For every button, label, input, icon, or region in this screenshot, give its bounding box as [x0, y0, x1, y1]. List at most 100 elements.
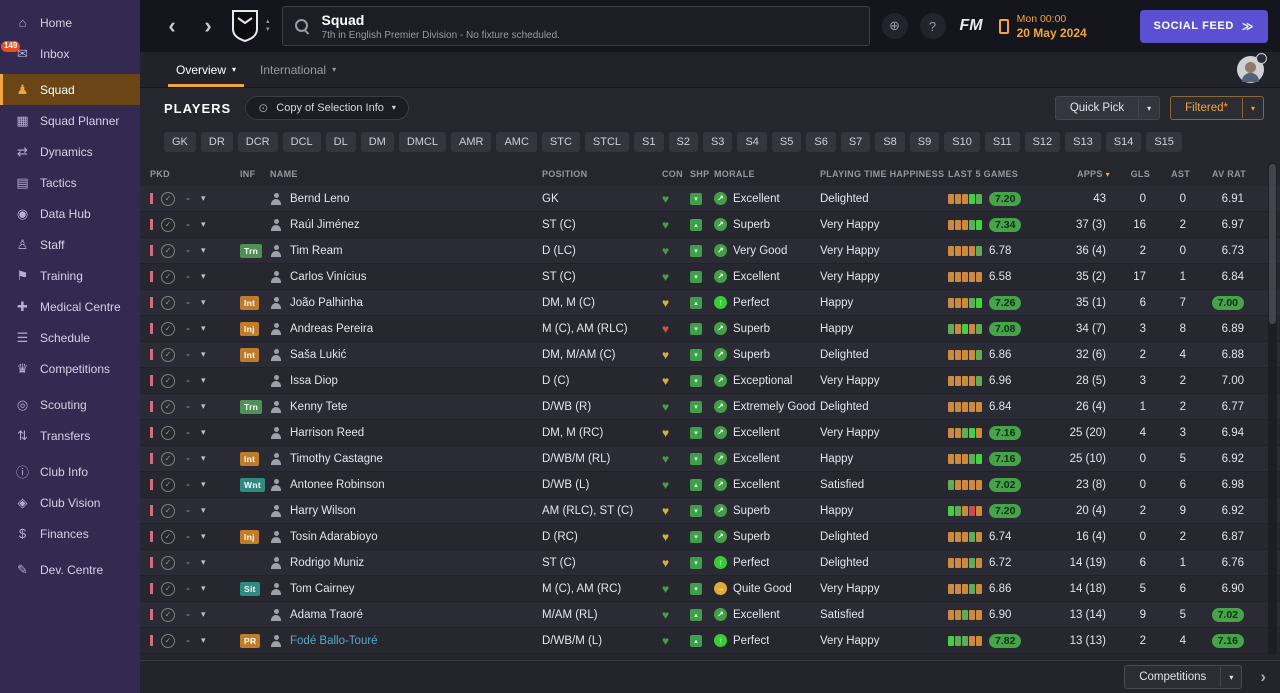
row-dropdown-icon[interactable]: ▾ — [201, 505, 206, 515]
row-dropdown-icon[interactable]: ▾ — [201, 609, 206, 619]
row-dropdown-icon[interactable]: ▾ — [201, 271, 206, 281]
table-row[interactable]: ✓ - ▾ Harry Wilson AM (RLC), ST (C) ♥ ▾ ↗ Superb… — [140, 498, 1280, 524]
sidebar-item-scouting[interactable]: ◎ Scouting — [0, 389, 140, 420]
table-row[interactable]: ✓ - ▾ Adama Traoré M/AM (RL) ♥ ▴ ↗ Excellent Sati… — [140, 602, 1280, 628]
position-filter-s14[interactable]: S14 — [1105, 132, 1142, 152]
view-selector[interactable]: ⊙ Copy of Selection Info ▾ — [245, 96, 409, 120]
table-row[interactable]: ✓ - ▾ Raúl Jiménez ST (C) ♥ ▴ ↗ Superb Very Happy… — [140, 212, 1280, 238]
sidebar-item-squad[interactable]: ♟ Squad — [0, 74, 140, 105]
picked-check-icon[interactable]: ✓ — [161, 607, 175, 622]
picked-check-icon[interactable]: ✓ — [161, 191, 175, 206]
picked-check-icon[interactable]: ✓ — [161, 529, 175, 544]
picked-check-icon[interactable]: ✓ — [161, 503, 175, 518]
table-scrollbar[interactable] — [1268, 162, 1277, 654]
position-filter-s15[interactable]: S15 — [1146, 132, 1182, 152]
picked-check-icon[interactable]: ✓ — [161, 295, 175, 310]
sidebar-item-staff[interactable]: ♙ Staff — [0, 229, 140, 260]
position-filter-s11[interactable]: S11 — [984, 132, 1020, 152]
position-filter-dr[interactable]: DR — [200, 132, 233, 152]
help-icon[interactable]: ? — [919, 13, 946, 39]
table-row[interactable]: ✓ - ▾ Issa Diop D (C) ♥ ▾ ↗ Exceptional Very Happ… — [140, 368, 1280, 394]
picked-check-icon[interactable]: ✓ — [161, 477, 175, 492]
table-row[interactable]: ✓ - ▾ Sit Tom Cairney M (C), AM (RC) ♥ ▾ → Quite … — [140, 576, 1280, 602]
sidebar-item-tactics[interactable]: ▤ Tactics — [0, 167, 140, 198]
info-badge-inj[interactable]: Inj — [240, 529, 259, 544]
info-badge-sit[interactable]: Sit — [240, 581, 260, 596]
chevron-down-icon[interactable]: ▾ — [1241, 98, 1263, 118]
column-header-shp[interactable]: SHP — [690, 169, 710, 179]
sidebar-item-finances[interactable]: $ Finances — [0, 518, 140, 549]
info-badge-int[interactable]: Int — [240, 347, 260, 362]
sidebar-item-dynamics[interactable]: ⇄ Dynamics — [0, 136, 140, 167]
row-dropdown-icon[interactable]: ▾ — [201, 635, 206, 645]
sidebar-item-home[interactable]: ⌂ Home — [0, 7, 140, 38]
sidebar-item-transfers[interactable]: ⇅ Transfers — [0, 420, 140, 451]
column-header-name[interactable]: NAME — [270, 169, 298, 179]
position-filter-dcl[interactable]: DCL — [282, 132, 321, 152]
position-filter-amr[interactable]: AMR — [451, 132, 492, 152]
sidebar-item-data-hub[interactable]: ◉ Data Hub — [0, 198, 140, 229]
quick-pick-button[interactable]: Quick Pick ▾ — [1054, 96, 1161, 120]
position-filter-amc[interactable]: AMC — [496, 132, 537, 152]
position-filter-s1[interactable]: S1 — [634, 132, 664, 152]
next-arrow-icon[interactable]: › — [1260, 667, 1266, 686]
picked-check-icon[interactable]: ✓ — [161, 321, 175, 336]
picked-check-icon[interactable]: ✓ — [161, 451, 175, 466]
row-dropdown-icon[interactable]: ▾ — [201, 375, 206, 385]
row-dropdown-icon[interactable]: ▾ — [201, 349, 206, 359]
position-filter-s13[interactable]: S13 — [1065, 132, 1101, 152]
table-row[interactable]: ✓ - ▾ Carlos Vinícius ST (C) ♥ ▾ ↗ Excellent Very… — [140, 264, 1280, 290]
sidebar-item-inbox[interactable]: 149 ✉ Inbox — [0, 38, 140, 69]
picked-check-icon[interactable]: ✓ — [161, 217, 175, 232]
title-search-box[interactable]: Squad 7th in English Premier Division - … — [281, 6, 870, 46]
table-row[interactable]: ✓ - ▾ Inj Andreas Pereira M (C), AM (RLC) ♥ ▾ ↗ S… — [140, 316, 1280, 342]
position-filter-dcr[interactable]: DCR — [237, 132, 278, 152]
table-row[interactable]: ✓ - ▾ Int Timothy Castagne D/WB/M (RL) ♥ ▾ ↗ Exce… — [140, 446, 1280, 472]
row-dropdown-icon[interactable]: ▾ — [201, 193, 206, 203]
row-dropdown-icon[interactable]: ▾ — [201, 323, 206, 333]
table-row[interactable]: ✓ - ▾ Trn Kenny Tete D/WB (R) ♥ ▾ ↗ Extremely Goo… — [140, 394, 1280, 420]
position-filter-dm[interactable]: DM — [360, 132, 394, 152]
column-header-morale[interactable]: MORALE — [714, 169, 755, 179]
sidebar-item-squad-planner[interactable]: ▦ Squad Planner — [0, 105, 140, 136]
column-header-last-5-games[interactable]: LAST 5 GAMES — [948, 169, 1019, 179]
club-badge-icon[interactable] — [232, 10, 258, 42]
picked-check-icon[interactable]: ✓ — [161, 243, 175, 258]
info-badge-inj[interactable]: Inj — [240, 321, 259, 336]
column-header-ast[interactable]: AST — [1171, 169, 1190, 179]
position-filter-s12[interactable]: S12 — [1024, 132, 1061, 152]
sidebar-item-schedule[interactable]: ☰ Schedule — [0, 322, 140, 353]
sidebar-item-dev-centre[interactable]: ✎ Dev. Centre — [0, 554, 140, 585]
competitions-button[interactable]: Competitions ▾ — [1124, 665, 1243, 689]
picked-check-icon[interactable]: ✓ — [161, 269, 175, 284]
picked-check-icon[interactable]: ✓ — [161, 347, 175, 362]
column-header-inf[interactable]: INF — [240, 169, 256, 179]
table-row[interactable]: ✓ - ▾ Inj Tosin Adarabioyo D (RC) ♥ ▾ ↗ Superb Del… — [140, 524, 1280, 550]
row-dropdown-icon[interactable]: ▾ — [201, 531, 206, 541]
info-badge-int[interactable]: Int — [240, 295, 260, 310]
table-row[interactable]: ✓ - ▾ Bernd Leno GK ♥ ▾ ↗ Excellent Delighted 7.20… — [140, 186, 1280, 212]
column-header-position[interactable]: POSITION — [542, 169, 588, 179]
tab-international[interactable]: International ▾ — [248, 52, 348, 87]
picked-check-icon[interactable]: ✓ — [161, 581, 175, 596]
table-row[interactable]: ✓ - ▾ Int Saša Lukić DM, M/AM (C) ♥ ▾ ↗ Superb Del… — [140, 342, 1280, 368]
row-dropdown-icon[interactable]: ▾ — [201, 479, 206, 489]
position-filter-s7[interactable]: S7 — [840, 132, 871, 152]
filtered-button[interactable]: Filtered* ▾ — [1170, 96, 1264, 120]
sidebar-item-club-info[interactable]: ⓘ Club Info — [0, 456, 140, 487]
row-dropdown-icon[interactable]: ▾ — [201, 583, 206, 593]
club-selector-chevrons-icon[interactable]: ▴ ▾ — [266, 17, 270, 33]
position-filter-s4[interactable]: S4 — [737, 132, 767, 152]
forward-button[interactable]: › — [204, 13, 212, 38]
position-filter-s5[interactable]: S5 — [771, 132, 802, 152]
table-row[interactable]: ✓ - ▾ Trn Tim Ream D (LC) ♥ ▾ ↗ Very Good Very Hap… — [140, 238, 1280, 264]
column-header-pkd[interactable]: PKD — [150, 169, 170, 179]
picked-check-icon[interactable]: ✓ — [161, 399, 175, 414]
picked-check-icon[interactable]: ✓ — [161, 373, 175, 388]
column-header-av-rat[interactable]: AV RAT — [1212, 169, 1246, 179]
chevron-down-icon[interactable]: ▾ — [1138, 98, 1159, 118]
position-filter-s2[interactable]: S2 — [668, 132, 698, 152]
info-badge-pr[interactable]: PR — [240, 633, 261, 648]
position-filter-s3[interactable]: S3 — [702, 132, 733, 152]
info-badge-trn[interactable]: Trn — [240, 399, 263, 414]
